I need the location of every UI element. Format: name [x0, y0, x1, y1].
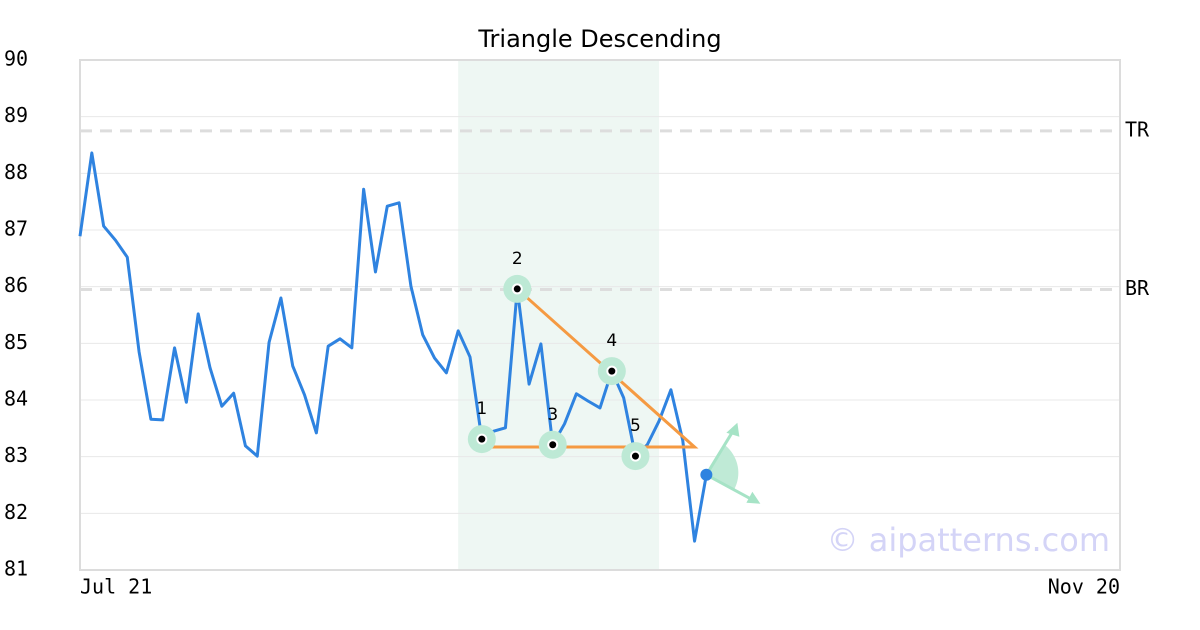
x-tick-label: Nov 20 [1048, 575, 1120, 599]
pattern-point [547, 439, 559, 451]
y-tick-label: 88 [4, 160, 28, 184]
y-tick-label: 87 [4, 217, 28, 241]
last-point [700, 468, 713, 481]
y-tick-label: 86 [4, 273, 28, 297]
pattern-point [629, 450, 641, 462]
price-line [78, 151, 708, 543]
pattern-label: 4 [606, 331, 617, 351]
highlight-region [458, 60, 660, 570]
watermark: © aipatterns.com [827, 521, 1110, 559]
pattern-point [476, 433, 488, 445]
pattern-point [511, 283, 523, 295]
y-tick-label: 83 [4, 443, 28, 467]
arrow-head [726, 422, 740, 437]
projection-arrow [705, 428, 736, 476]
y-tick-label: 84 [4, 387, 28, 411]
pattern-label: 2 [512, 249, 523, 269]
pattern-point [606, 365, 618, 377]
arrow-head [746, 491, 761, 504]
y-tick-label: 90 [4, 47, 28, 71]
y-tick-label: 81 [4, 557, 28, 581]
y-tick-label: 85 [4, 330, 28, 354]
y-tick-label: 82 [4, 500, 28, 524]
pattern-label: 5 [630, 416, 641, 436]
level-label: BR [1125, 276, 1150, 300]
pattern-label: 3 [547, 405, 558, 425]
level-label: TR [1125, 117, 1150, 141]
y-tick-label: 89 [4, 103, 28, 127]
x-tick-label: Jul 21 [80, 575, 152, 599]
plot-border [79, 59, 1121, 571]
projection-arrow [705, 473, 756, 503]
pattern-label: 1 [476, 399, 487, 419]
chart-title: Triangle Descending [477, 25, 721, 53]
